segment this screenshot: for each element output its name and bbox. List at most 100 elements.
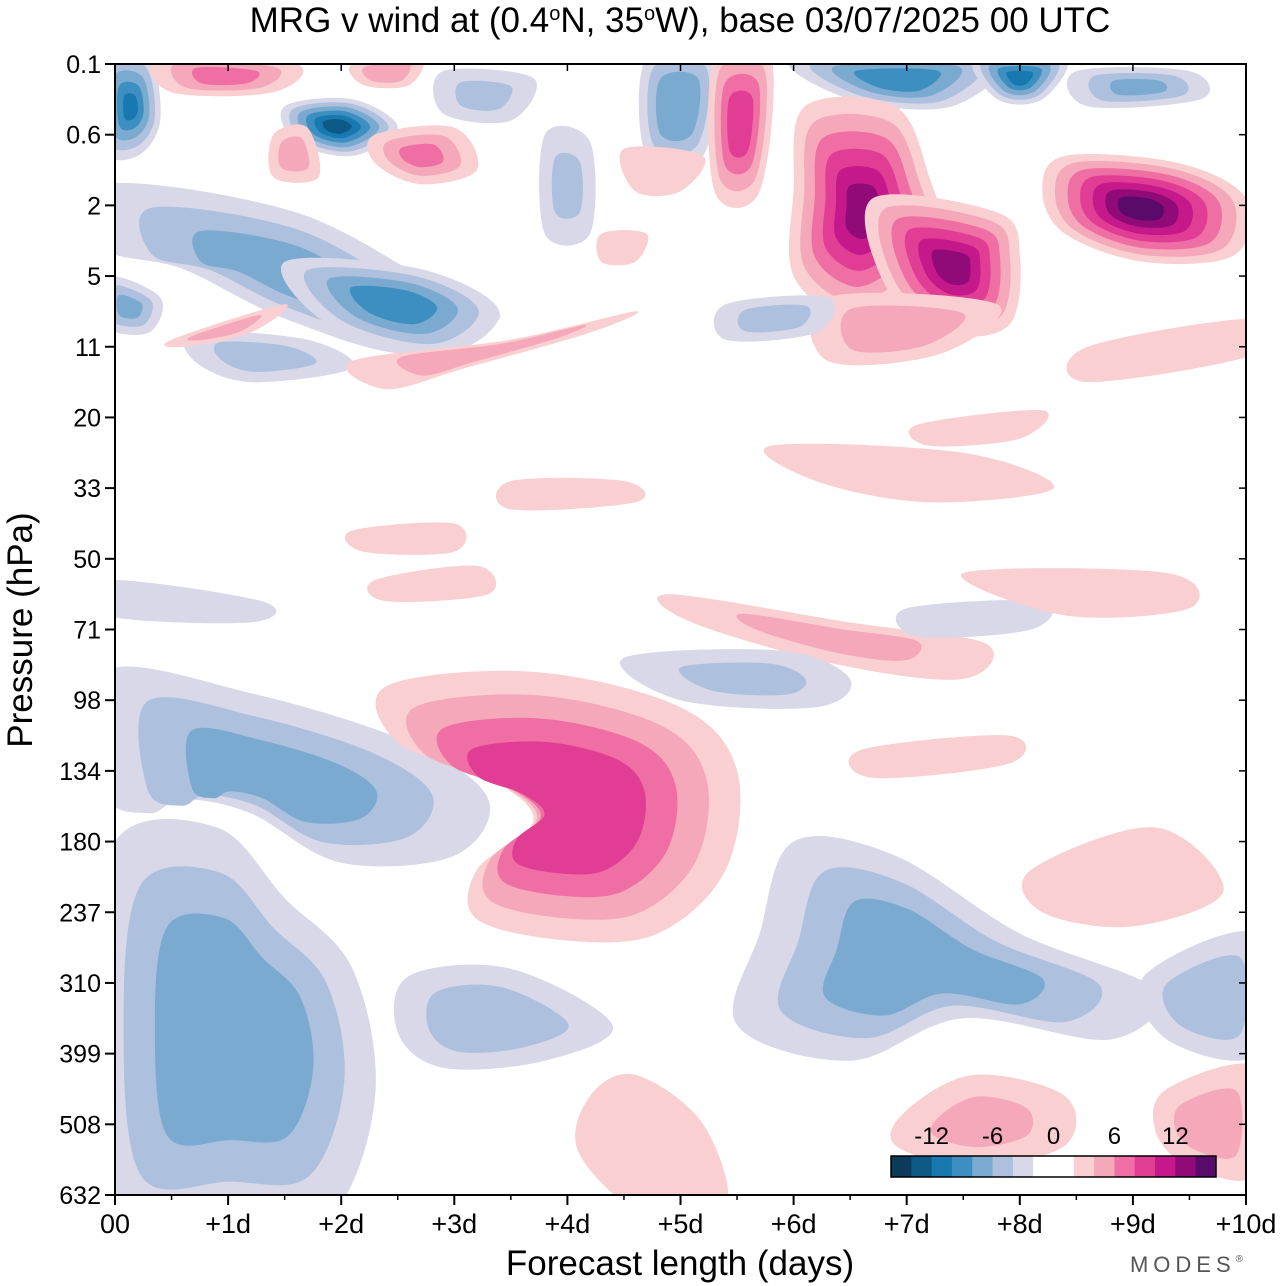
neg-anomaly-top-3d [433, 68, 537, 124]
contour-band [763, 443, 1055, 503]
neg-anomaly-lower-left [115, 819, 376, 1195]
pos-anomaly-top-2d5 [348, 64, 424, 89]
neg-anomaly-top-left [115, 64, 161, 161]
colorbar-swatch [1053, 1156, 1075, 1177]
contour-band [467, 741, 646, 875]
neg-anomaly-90hpa [620, 649, 852, 709]
contour-band [362, 64, 411, 83]
contour-band [187, 314, 262, 341]
pos-anomaly-150hpa [848, 735, 1027, 779]
y-tick-label: 5 [87, 263, 101, 291]
neg-anomaly-top-8d [971, 64, 1068, 105]
chart-title: MRG v wind at (0.4oN, 35oW), base 03/07/… [250, 1, 1111, 40]
pos-anomaly-bottom-b [1152, 1063, 1246, 1181]
contour-band [619, 146, 706, 197]
contour-band [278, 136, 310, 172]
pos-anomaly-60hpa-right [960, 568, 1200, 618]
neg-anomaly-lower-right [1138, 930, 1246, 1061]
y-axis-label: Pressure (hPa) [1, 512, 40, 747]
contour-band [737, 304, 811, 333]
neg-anomaly-top-9d [1066, 67, 1211, 109]
contour-band [495, 477, 646, 511]
contour-band [115, 579, 277, 624]
contour-band [1162, 955, 1246, 1040]
y-tick-label: 134 [59, 758, 101, 786]
contour-band [185, 727, 378, 824]
y-tick-label: 180 [59, 829, 101, 857]
pos-anomaly-bottom-a [890, 1074, 1077, 1167]
colorbar-label: 0 [1047, 1123, 1060, 1150]
neg-anomaly-11hpa [183, 331, 355, 383]
colorbar-swatch [951, 1156, 973, 1177]
contour-band [154, 913, 314, 1146]
colorbar-frame [890, 1155, 1217, 1178]
x-tick-label: +3d [431, 1209, 477, 1239]
pos-anomaly-4d5-4hpa [596, 230, 649, 266]
x-tick-label: +6d [771, 1209, 817, 1239]
y-tick-label: 71 [73, 617, 101, 645]
pos-anomaly-1hpa [367, 125, 479, 185]
pos-anomaly-top-5d5 [708, 64, 774, 208]
colorbar-swatch [931, 1156, 953, 1177]
x-tick-label: 00 [100, 1209, 130, 1239]
contour-band [840, 305, 966, 353]
pos-anomaly-45hpa [344, 522, 467, 555]
colorbar-swatch [1114, 1156, 1136, 1177]
pos-anomaly-35hpa [495, 477, 646, 511]
neg-anomaly-5hpa [280, 257, 500, 355]
neg-anomaly-top-5d [638, 64, 719, 169]
x-tick-label: +7d [884, 1209, 930, 1239]
colorbar-label: 12 [1162, 1123, 1189, 1150]
pos-anomaly-1d5-1hpa [268, 124, 321, 183]
contour-band [344, 522, 467, 555]
pos-anomaly-70hpa [657, 594, 994, 680]
contour-band [822, 898, 1045, 1016]
y-axis: 0.1 0.6 2 5 11 20 33 50 71 98 134 180 237 310 399 508 63… [59, 51, 1246, 1210]
contour-band [678, 662, 807, 696]
pos-anomaly-25hpa [908, 410, 1049, 447]
x-tick-label: +2d [318, 1209, 364, 1239]
x-tick-label: +5d [658, 1209, 704, 1239]
y-tick-label: 0.6 [66, 122, 101, 150]
brand-logo: MODES® [1130, 1252, 1248, 1277]
pos-anomaly-bottom-c [575, 1073, 729, 1195]
y-tick-label: 50 [73, 546, 101, 574]
contour-band [575, 1073, 729, 1195]
x-axis-label: Forecast length (days) [506, 1244, 854, 1283]
colorbar-swatch [1073, 1156, 1095, 1177]
colorbar-swatch [1155, 1156, 1176, 1177]
colorbar-swatch [1033, 1156, 1054, 1177]
y-tick-label: 310 [59, 970, 101, 998]
pos-anomaly-right-mid [1021, 827, 1224, 928]
colorbar: -12 -6 0 6 12 [890, 1123, 1217, 1178]
colorbar-label: -6 [982, 1123, 1003, 1150]
colorbar-swatch [1175, 1156, 1197, 1177]
contour-band [727, 90, 754, 158]
y-tick-label: 20 [73, 404, 101, 432]
colorbar-swatch [1195, 1156, 1217, 1177]
neg-anomaly-lower-middle [732, 836, 1160, 1061]
contour-band [1118, 196, 1164, 221]
pos-anomaly-9d-upper [1042, 154, 1246, 265]
y-tick-label: 11 [75, 334, 101, 362]
x-axis: 00 +1d +2d +3d +4d +5d +6d +7d +8d +9d +10d [100, 64, 1276, 1239]
pos-anomaly-8hpa [164, 304, 288, 348]
x-tick-label: +8d [997, 1209, 1043, 1239]
y-tick-label: 98 [73, 687, 101, 715]
y-tick-label: 237 [59, 899, 101, 927]
x-tick-label: +10d [1216, 1209, 1277, 1239]
pos-anomaly-12hpa [346, 311, 639, 390]
colorbar-swatch [1134, 1156, 1156, 1177]
contour-band [123, 93, 138, 121]
colorbar-swatch [1094, 1156, 1115, 1177]
contour-band [895, 600, 1054, 638]
x-tick-label: +1d [205, 1209, 251, 1239]
contour-band [396, 324, 587, 376]
neg-anomaly-70hpa-right [895, 600, 1054, 638]
pos-anomaly-60hpa-left [367, 565, 497, 602]
contour-band [1021, 827, 1224, 928]
neg-anomaly-lower-small [393, 964, 614, 1070]
contour-band [1066, 318, 1246, 383]
contour-band [426, 984, 569, 1053]
